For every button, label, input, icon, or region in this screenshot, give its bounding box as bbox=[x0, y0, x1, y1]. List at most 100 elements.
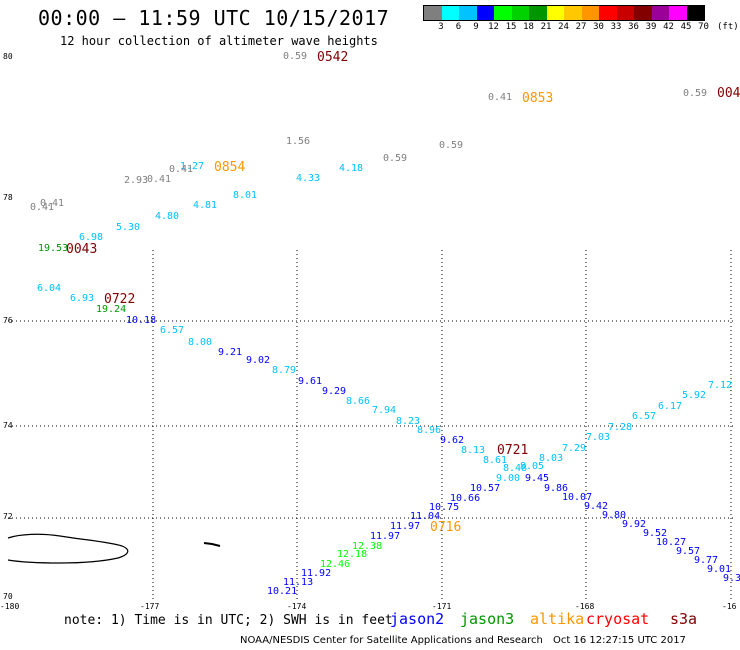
pass-time-label: 0853 bbox=[522, 91, 554, 106]
wave-height-label: 8.48 bbox=[503, 463, 528, 474]
wave-height-label: 9.80 bbox=[602, 510, 627, 521]
footer-note: note: 1) Time is in UTC; 2) SWH is in fe… bbox=[64, 613, 393, 628]
wave-height-label: 11.97 bbox=[370, 531, 401, 542]
wave-height-label: 9.86 bbox=[544, 483, 569, 494]
wave-height-label: 9.77 bbox=[694, 555, 719, 566]
color-scale-tick: 3 bbox=[438, 22, 444, 32]
wave-height-label: 9.29 bbox=[322, 386, 347, 397]
color-scale-tick: 27 bbox=[575, 22, 587, 32]
wave-height-label: 4.80 bbox=[155, 211, 180, 222]
wave-height-label: 9.21 bbox=[218, 347, 243, 358]
color-swatch bbox=[511, 6, 529, 20]
color-scale-tick: 70 bbox=[698, 22, 709, 32]
wave-height-label: 1.27 bbox=[180, 161, 205, 172]
wave-height-label: 4.18 bbox=[339, 163, 364, 174]
wave-height-label: 11.13 bbox=[283, 577, 314, 588]
color-scale-tick: 12 bbox=[488, 22, 499, 32]
wave-height-label: 10.27 bbox=[656, 537, 687, 548]
latitude-label: 78 bbox=[3, 193, 13, 202]
wave-height-label: 6.17 bbox=[658, 401, 683, 412]
pass-time-label: 0721 bbox=[497, 443, 529, 458]
latitude-label: 74 bbox=[3, 421, 13, 430]
wave-height-label: 0.41 bbox=[147, 174, 172, 185]
wave-height-label: 1.56 bbox=[286, 136, 311, 147]
wave-height-label: 2.93 bbox=[124, 175, 149, 186]
wave-height-label: 0.41 bbox=[488, 92, 513, 103]
color-scale-tick: 15 bbox=[505, 22, 517, 32]
longitude-label: -180 bbox=[0, 602, 20, 611]
wave-height-label: 10.21 bbox=[267, 586, 298, 597]
wave-height-label: 0.59 bbox=[439, 140, 464, 151]
longitude-label: -177 bbox=[140, 602, 160, 611]
wave-height-label: 9.01 bbox=[707, 564, 732, 575]
color-scale-tick: 42 bbox=[663, 22, 674, 32]
graticule bbox=[8, 250, 736, 600]
color-scale-tick: 24 bbox=[558, 22, 569, 32]
color-scale-tick: 21 bbox=[540, 22, 552, 32]
legend-jason3: jason3 bbox=[460, 610, 515, 628]
legend-altika: altika bbox=[530, 610, 585, 628]
wave-height-label: 6.04 bbox=[37, 283, 62, 294]
wave-height-label: 9.92 bbox=[622, 519, 647, 530]
color-scale-tick: 36 bbox=[628, 22, 639, 32]
longitude-label: -174 bbox=[287, 602, 307, 611]
wave-height-label: 0.41 bbox=[169, 164, 194, 175]
wave-height-label: 9.02 bbox=[246, 355, 271, 366]
pass-time-label: 0722 bbox=[104, 292, 136, 307]
wave-height-label: 8.00 bbox=[188, 337, 213, 348]
wave-height-label: 7.12 bbox=[708, 380, 733, 391]
wave-height-label: 11.97 bbox=[390, 521, 421, 532]
wave-height-label: 8.23 bbox=[396, 416, 421, 427]
legend-jason2: jason2 bbox=[390, 610, 445, 628]
color-scale-tick: 6 bbox=[455, 22, 462, 32]
color-swatch bbox=[686, 6, 704, 20]
wave-height-label: 6.93 bbox=[70, 293, 95, 304]
color-swatch bbox=[564, 6, 582, 20]
longitude-label: -16 bbox=[722, 602, 737, 611]
legend-cryosat: cryosat bbox=[586, 610, 650, 628]
wave-height-label: 8.79 bbox=[272, 365, 297, 376]
wave-height-label: 7.94 bbox=[372, 405, 397, 416]
color-swatch bbox=[581, 6, 599, 20]
wave-height-label: 10.07 bbox=[562, 492, 593, 503]
color-swatch bbox=[651, 6, 669, 20]
wave-height-label: 4.81 bbox=[193, 200, 218, 211]
wave-height-label: 7.28 bbox=[608, 422, 633, 433]
wave-height-label: 5.92 bbox=[682, 390, 707, 401]
wave-height-label: 5.30 bbox=[116, 222, 141, 233]
pass-time-label: 0716 bbox=[430, 520, 462, 535]
latitude-label: 72 bbox=[3, 512, 13, 521]
wave-height-label: 9.45 bbox=[525, 473, 550, 484]
color-swatch bbox=[616, 6, 634, 20]
wave-height-label: 0.41 bbox=[30, 202, 55, 213]
color-swatch bbox=[669, 6, 687, 20]
wave-height-label: 10.57 bbox=[470, 483, 501, 494]
wave-height-label: 8.13 bbox=[461, 445, 486, 456]
wave-height-label: 7.03 bbox=[586, 432, 611, 443]
wave-height-label: 0.41 bbox=[40, 198, 65, 209]
pass-time-label: 004 bbox=[717, 86, 740, 101]
wave-height-label: 8.66 bbox=[346, 396, 371, 407]
wave-height-label: 6.57 bbox=[160, 325, 185, 336]
wave-height-label: 9.52 bbox=[643, 528, 668, 539]
wave-height-label: 0.59 bbox=[683, 88, 708, 99]
wave-height-label: 12.38 bbox=[352, 541, 383, 552]
pass-time-label: 0043 bbox=[66, 242, 98, 257]
wave-height-label: 12.18 bbox=[337, 549, 368, 560]
wave-height-label: 8.61 bbox=[483, 455, 508, 466]
coastline-island-large bbox=[7, 533, 129, 564]
latitude-label: 76 bbox=[3, 316, 13, 325]
wave-height-label: 7.29 bbox=[562, 443, 587, 454]
wave-height-label: 11.04 bbox=[410, 511, 441, 522]
wave-height-label: 19.53 bbox=[38, 243, 69, 254]
wave-height-label: 8.05 bbox=[520, 461, 545, 472]
wave-height-label: 0.59 bbox=[383, 153, 408, 164]
color-swatch bbox=[546, 6, 564, 20]
wave-height-label: 9.61 bbox=[298, 376, 323, 387]
wave-height-label: 11.92 bbox=[301, 568, 332, 579]
wave-height-label: 8.96 bbox=[417, 425, 442, 436]
color-scale-unit: (ft) bbox=[717, 22, 739, 32]
wave-height-label: 6.57 bbox=[632, 411, 657, 422]
coastline-island-small bbox=[203, 542, 221, 547]
